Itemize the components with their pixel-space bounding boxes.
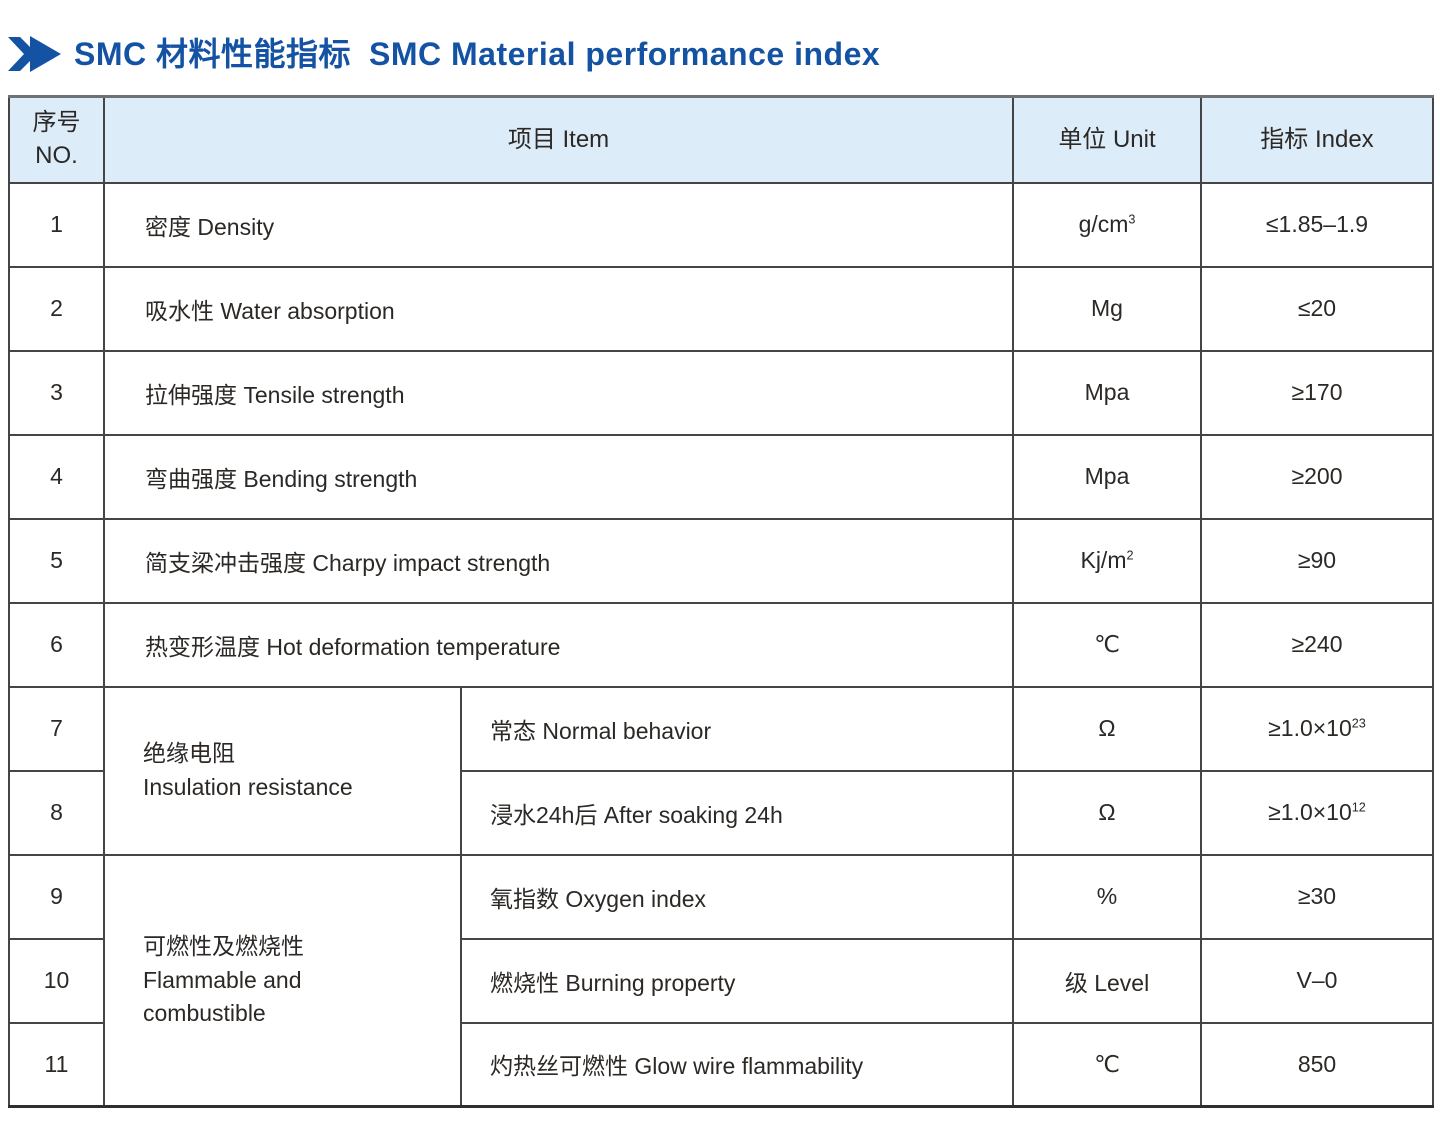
double-arrow-icon [8, 36, 61, 72]
row-unit: Kj/m2 [1012, 517, 1202, 604]
header-index: 指标 Index [1200, 95, 1434, 184]
table-row: 9 可燃性及燃烧性 Flammable and combustible 氧指数 … [8, 853, 1434, 1108]
header-no-en: NO. [35, 141, 78, 169]
unit-superscript: 2 [1126, 548, 1134, 563]
row-unit: Ω [1012, 769, 1202, 856]
row-index: 850 [1200, 1021, 1434, 1108]
page-title-bar: SMC 材料性能指标 SMC Material performance index [0, 0, 1440, 78]
page-title-en: SMC Material performance index [369, 36, 881, 72]
row-unit: Mg [1012, 265, 1202, 352]
row-index: ≥1.0×1012 [1200, 769, 1434, 856]
row-item: 浸水24h后 After soaking 24h [460, 769, 1014, 856]
row-item: 密度 Density [103, 181, 1014, 268]
row-index: ≤20 [1200, 265, 1434, 352]
row-item: 吸水性 Water absorption [103, 265, 1014, 352]
row-index: ≥170 [1200, 349, 1434, 436]
table-row: 2 吸水性 Water absorption Mg ≤20 [8, 265, 1434, 352]
row-item: 灼热丝可燃性 Glow wire flammability [460, 1021, 1014, 1108]
group-label-zh: 可燃性及燃烧性 [143, 933, 304, 960]
table-row: 11 灼热丝可燃性 Glow wire flammability ℃ 850 [8, 1021, 1434, 1108]
table-row: 3 拉伸强度 Tensile strength Mpa ≥170 [8, 349, 1434, 436]
row-index: V–0 [1200, 937, 1434, 1024]
table-row: 4 弯曲强度 Bending strength Mpa ≥200 [8, 433, 1434, 520]
row-no: 6 [8, 601, 105, 688]
unit-superscript: 3 [1128, 212, 1136, 227]
index-superscript: 23 [1351, 716, 1366, 731]
row-item: 燃烧性 Burning property [460, 937, 1014, 1024]
row-index: ≥200 [1200, 433, 1434, 520]
table-row: 8 浸水24h后 After soaking 24h Ω ≥1.0×1012 [8, 769, 1434, 856]
row-item: 简支梁冲击强度 Charpy impact strength [103, 517, 1014, 604]
row-item: 氧指数 Oxygen index [460, 853, 1014, 940]
table-row: 6 热变形温度 Hot deformation temperature ℃ ≥2… [8, 601, 1434, 688]
row-no: 10 [8, 937, 105, 1024]
row-no: 3 [8, 349, 105, 436]
row-no: 1 [8, 181, 105, 268]
row-item: 热变形温度 Hot deformation temperature [103, 601, 1014, 688]
row-unit: % [1012, 853, 1202, 940]
row-unit: Ω [1012, 685, 1202, 772]
group-label-en: Flammable and combustible [143, 966, 302, 1026]
table-header-row: 序号 NO. 项目 Item 单位 Unit 指标 Index [8, 95, 1434, 184]
row-unit: Mpa [1012, 349, 1202, 436]
table-row: 1 密度 Density g/cm3 ≤1.85–1.9 [8, 181, 1434, 268]
header-no-zh: 序号 [32, 109, 81, 137]
page-title-zh: SMC 材料性能指标 [74, 36, 352, 72]
header-unit: 单位 Unit [1012, 95, 1202, 184]
row-index: ≤1.85–1.9 [1200, 181, 1434, 268]
header-no: 序号 NO. [8, 95, 105, 184]
row-no: 5 [8, 517, 105, 604]
row-unit: ℃ [1012, 1021, 1202, 1108]
page-title: SMC 材料性能指标 SMC Material performance index [74, 38, 880, 70]
row-index: ≥30 [1200, 853, 1434, 940]
row-index: ≥1.0×1023 [1200, 685, 1434, 772]
table-row: 7 绝缘电阻 Insulation resistance 常态 Normal b… [8, 685, 1434, 856]
row-unit: ℃ [1012, 601, 1202, 688]
row-unit: Mpa [1012, 433, 1202, 520]
row-no: 2 [8, 265, 105, 352]
group-label-zh: 绝缘电阻 [143, 740, 235, 767]
header-item: 项目 Item [103, 95, 1014, 184]
row-no: 8 [8, 769, 105, 856]
index-superscript: 12 [1351, 800, 1366, 815]
group-label-en: Insulation resistance [143, 773, 353, 800]
table-row: 10 燃烧性 Burning property 级 Level V–0 [8, 937, 1434, 1024]
table-row: 5 简支梁冲击强度 Charpy impact strength Kj/m2 ≥… [8, 517, 1434, 604]
row-item: 常态 Normal behavior [460, 685, 1014, 772]
row-item: 弯曲强度 Bending strength [103, 433, 1014, 520]
row-unit: 级 Level [1012, 937, 1202, 1024]
row-no: 4 [8, 433, 105, 520]
row-index: ≥90 [1200, 517, 1434, 604]
group-cell-insulation-resistance: 绝缘电阻 Insulation resistance [103, 685, 462, 856]
performance-table: 序号 NO. 项目 Item 单位 Unit 指标 Index 1 密度 Den… [8, 95, 1434, 1108]
row-item: 拉伸强度 Tensile strength [103, 349, 1014, 436]
row-no: 7 [8, 685, 105, 772]
row-no: 11 [8, 1021, 105, 1108]
row-unit: g/cm3 [1012, 181, 1202, 268]
row-no: 9 [8, 853, 105, 940]
group-cell-flammable-combustible: 可燃性及燃烧性 Flammable and combustible [103, 853, 462, 1108]
row-index: ≥240 [1200, 601, 1434, 688]
